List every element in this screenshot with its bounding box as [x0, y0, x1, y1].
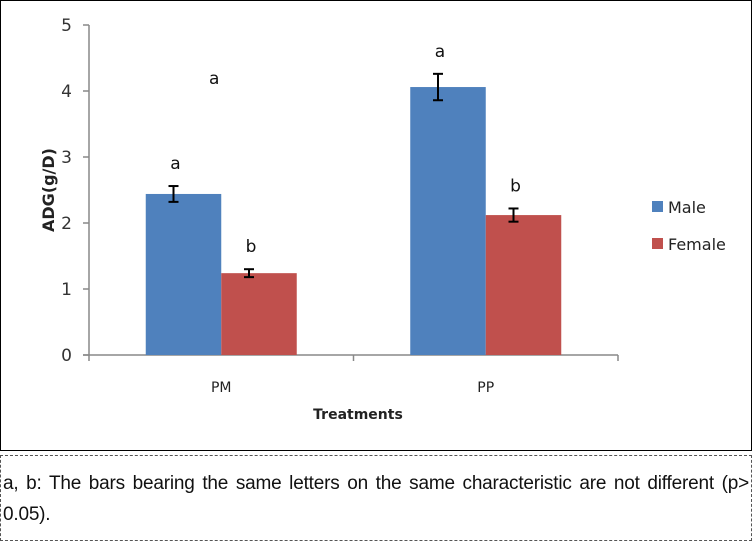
- significance-letter: b: [246, 237, 257, 257]
- significance-letter: b: [510, 176, 521, 196]
- y-tick-label: 4: [61, 82, 72, 102]
- y-axis-title: ADG(g/D): [39, 148, 58, 232]
- bar-female-pm: [221, 273, 297, 355]
- bar-female-pp: [485, 215, 562, 355]
- x-axis-title: Treatments: [313, 407, 403, 423]
- significance-letter: a: [435, 42, 445, 62]
- bar-chart: 0 1 2 3 4 5 PM a b PP a b a Treatments ADG(g/D) Male Fem…: [39, 16, 726, 423]
- chart-container: 0 1 2 3 4 5 PM a b PP a b a Treatments ADG(g/D) Male Fem…: [0, 0, 752, 451]
- significance-letter: a: [170, 154, 180, 174]
- figure-caption: a, b: The bars bearing the same letters …: [0, 455, 752, 541]
- bar-male-pm: [145, 193, 222, 355]
- legend-swatch-female: [652, 238, 663, 249]
- x-tick-label: PP: [477, 380, 494, 396]
- y-tick-label: 0: [61, 346, 72, 366]
- y-tick-label: 3: [61, 148, 72, 168]
- legend-label-male: Male: [668, 198, 706, 217]
- legend-label-female: Female: [668, 235, 726, 254]
- legend-swatch-male: [652, 201, 663, 212]
- y-tick-label: 5: [61, 16, 72, 36]
- significance-letter: a: [209, 69, 219, 89]
- y-tick-label: 1: [61, 280, 72, 300]
- bar-male-pp: [410, 87, 486, 355]
- x-tick-label: PM: [211, 380, 232, 396]
- y-tick-label: 2: [61, 214, 72, 234]
